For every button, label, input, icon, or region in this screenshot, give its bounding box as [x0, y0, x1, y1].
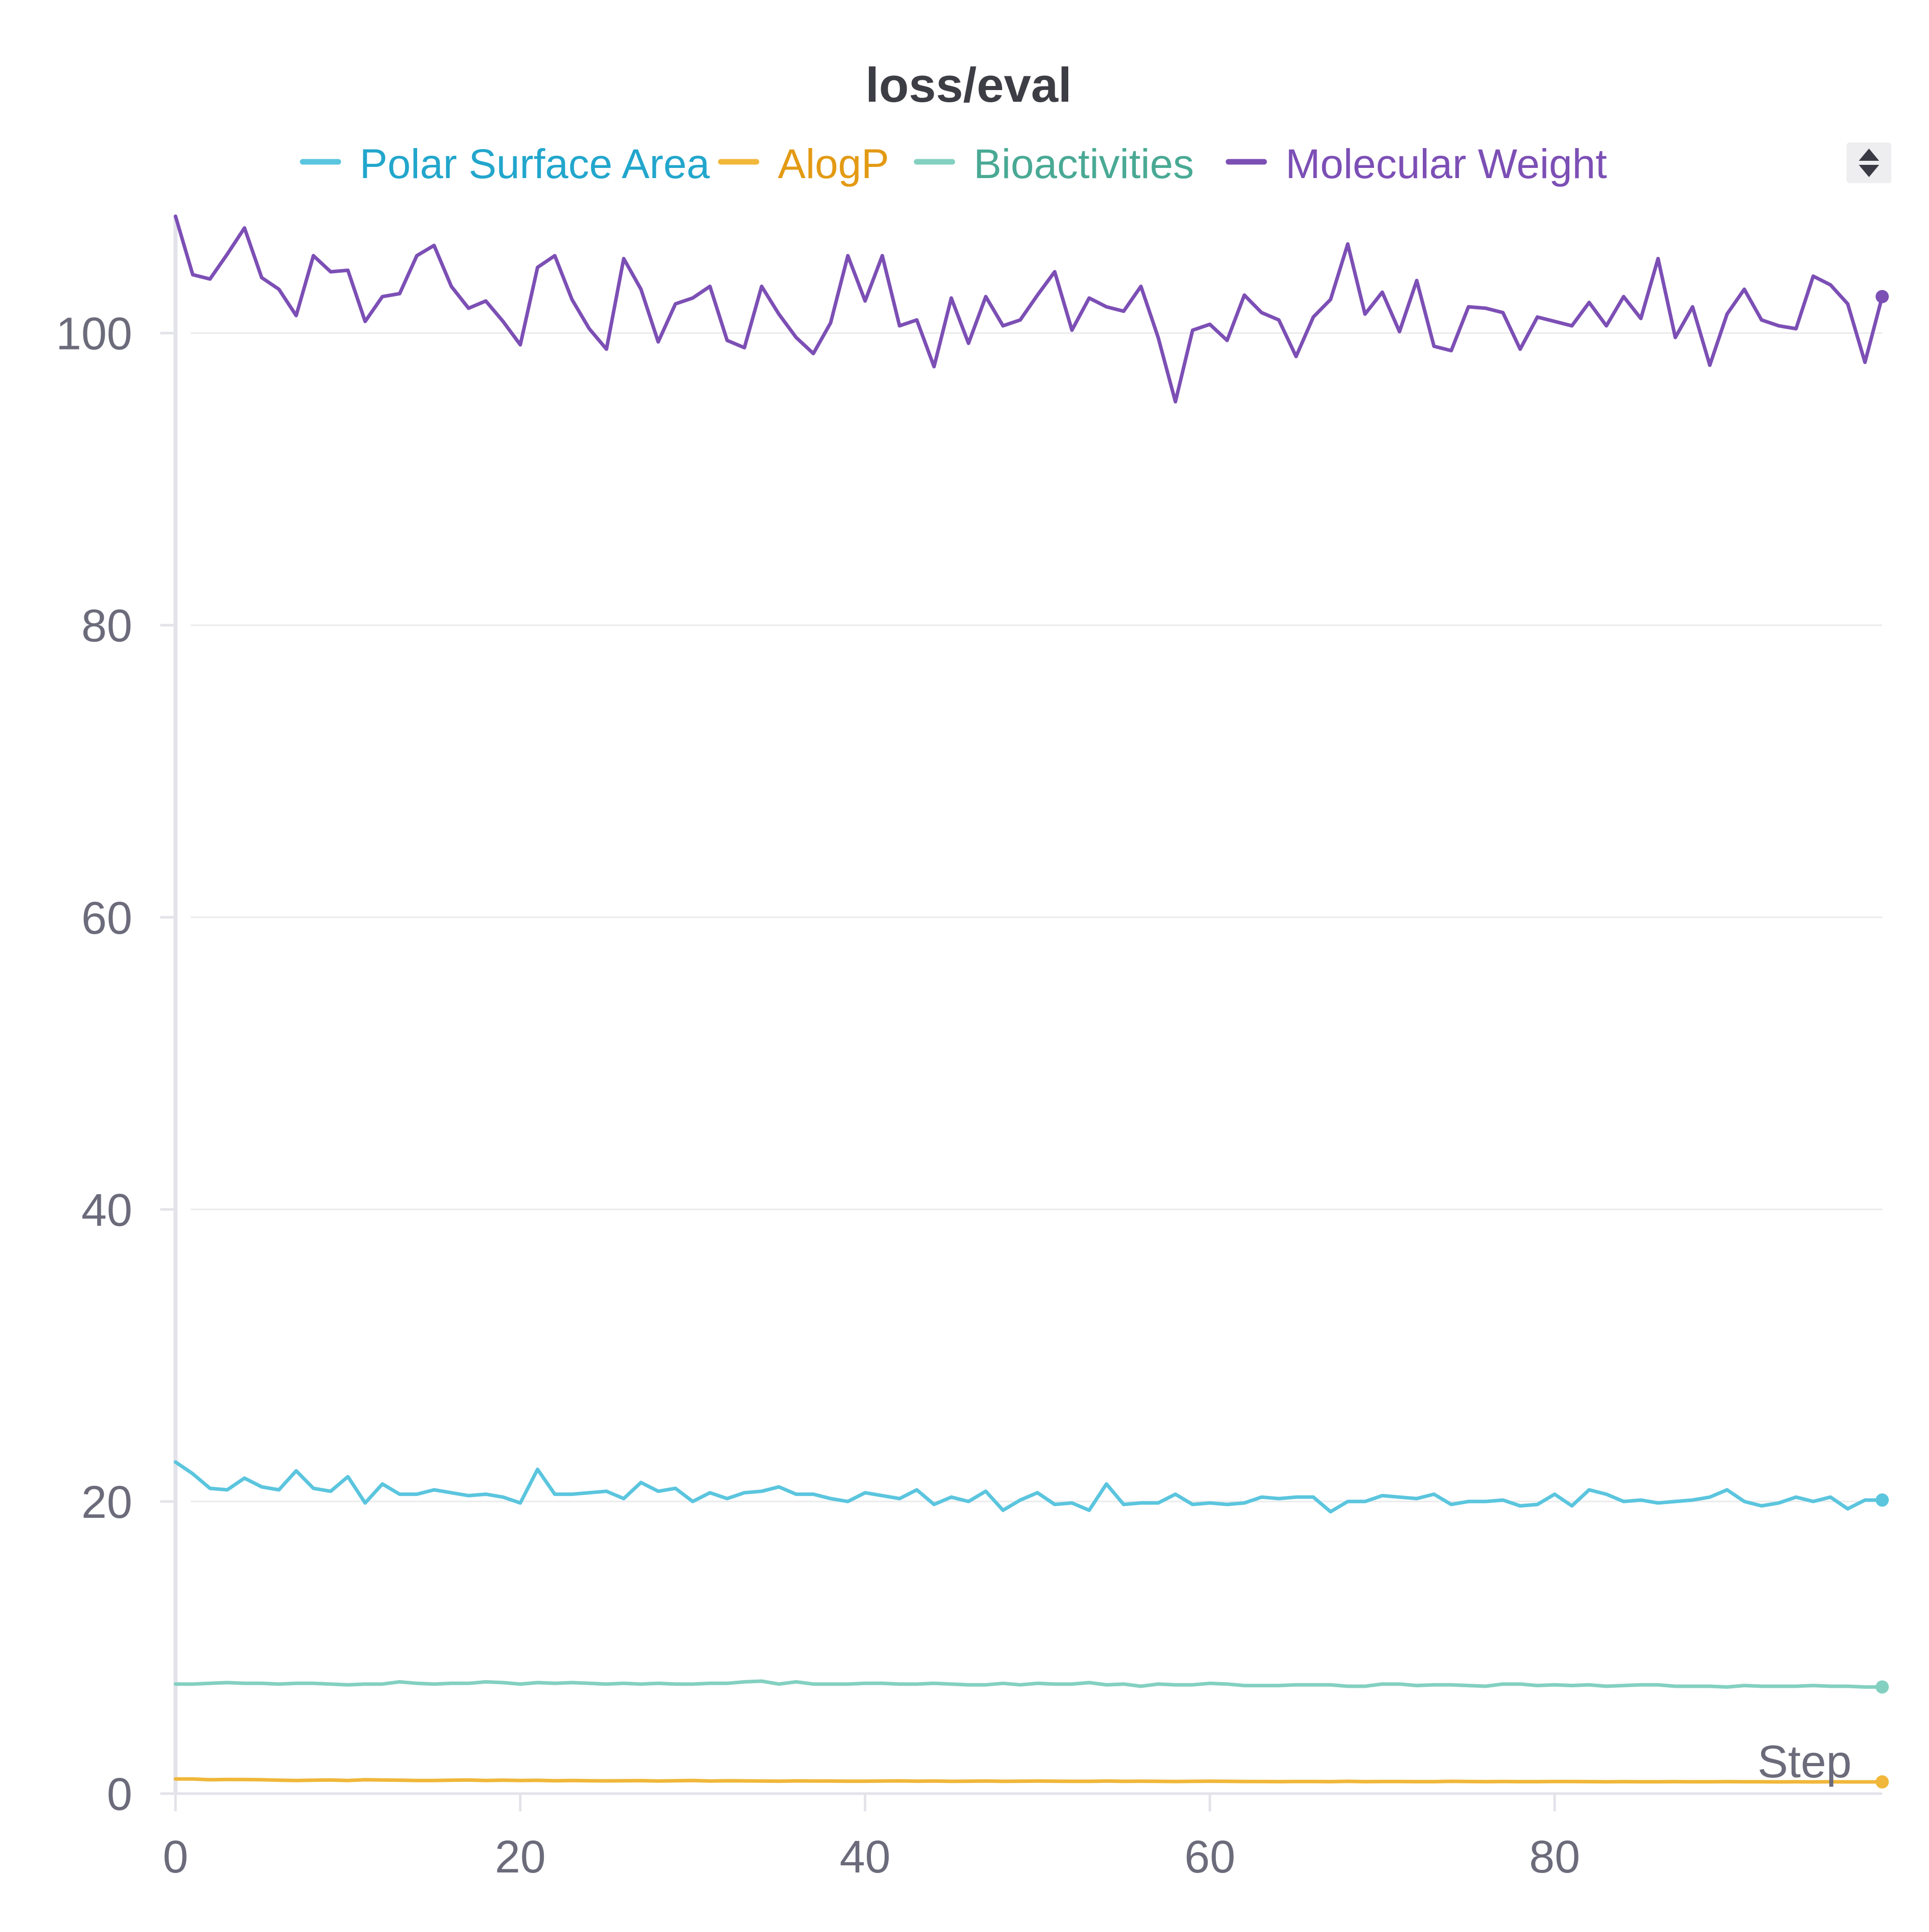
grid — [191, 332, 1882, 1795]
legend-label: AlogP — [778, 141, 889, 187]
y-tick-label: 100 — [56, 309, 132, 360]
y-tick-label: 60 — [81, 893, 132, 944]
up-down-caret-icon — [1859, 149, 1879, 177]
series-line-molecular-weight — [173, 214, 1884, 403]
legend-item[interactable]: Molecular Weight — [1225, 141, 1607, 187]
x-tick-label: 60 — [1184, 1832, 1235, 1883]
series-endpoint — [1876, 1680, 1889, 1694]
series-endpoint — [1876, 1775, 1889, 1789]
legend-label: Bioactivities — [974, 141, 1194, 187]
tick-labels: 0 20 40 60 80 100 0 20 40 60 80 — [56, 309, 1580, 1883]
x-tick-label: 20 — [495, 1832, 546, 1883]
x-axis-label: Step — [1758, 1737, 1852, 1787]
legend-item[interactable]: Polar Surface Area — [300, 141, 710, 187]
legend-label: Molecular Weight — [1285, 141, 1607, 187]
series-line-polar-surface-area — [173, 1460, 1884, 1514]
series-endpoint — [1876, 1493, 1889, 1507]
series-lines — [173, 214, 1889, 1789]
legend[interactable]: Polar Surface Area AlogP Bioactivities Mole… — [300, 141, 1607, 187]
legend-label: Polar Surface Area — [360, 141, 710, 187]
y-tick-label: 40 — [81, 1185, 132, 1236]
axes — [173, 216, 1882, 1795]
sort-button[interactable] — [1847, 142, 1891, 183]
x-tick-label: 40 — [840, 1832, 891, 1883]
legend-item[interactable]: Bioactivities — [914, 141, 1194, 187]
y-tick-label: 80 — [81, 601, 132, 652]
series-line-bioactivities — [173, 1679, 1884, 1689]
y-tick-label: 20 — [81, 1477, 132, 1528]
series-endpoint — [1876, 290, 1889, 303]
y-tick-label: 0 — [107, 1769, 132, 1820]
x-tick-label: 0 — [163, 1832, 188, 1883]
chart-title: loss/eval — [865, 58, 1072, 112]
legend-item[interactable]: AlogP — [718, 141, 889, 187]
series-line-alogp — [173, 1777, 1884, 1784]
x-tick-label: 80 — [1529, 1832, 1580, 1883]
